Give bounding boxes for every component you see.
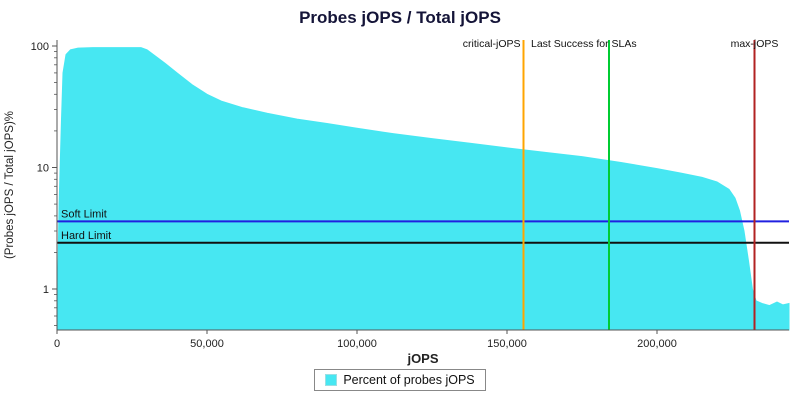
x-axis-title: jOPS — [406, 351, 438, 366]
y-tick-label: 1 — [43, 284, 49, 296]
series-area-percent-of-probes-jops — [56, 47, 790, 331]
limit-label-soft-limit: Soft Limit — [61, 208, 107, 220]
x-tick-label: 200,000 — [637, 338, 677, 350]
marker-label-last-success-for-slas: Last Success for SLAs — [531, 38, 637, 50]
legend-box: Percent of probes jOPS — [314, 369, 486, 391]
limit-label-hard-limit: Hard Limit — [61, 230, 111, 242]
chart-svg: Soft Limit Hard Limit critical-jOPS Last Su… — [4, 38, 790, 366]
x-tick-label: 100,000 — [337, 338, 377, 350]
chart-canvas: Soft Limit Hard Limit critical-jOPS Last Su… — [0, 30, 800, 368]
legend: Percent of probes jOPS — [0, 369, 800, 391]
x-tick-label: 50,000 — [190, 338, 224, 350]
marker-lines: critical-jOPS Last Success for SLAs max-jO… — [463, 38, 779, 330]
y-axis: 1 10 100 (Probes jOPS / Total jOPS)% — [4, 40, 58, 330]
marker-label-critical-jops: critical-jOPS — [463, 38, 521, 50]
y-axis-title: (Probes jOPS / Total jOPS)% — [4, 111, 16, 259]
marker-label-max-jops: max-jOPS — [731, 38, 779, 50]
x-tick-label: 0 — [54, 338, 60, 350]
chart-title: Probes jOPS / Total jOPS — [299, 8, 501, 27]
y-tick-label: 10 — [37, 163, 49, 175]
limit-lines: Soft Limit Hard Limit — [57, 208, 789, 244]
legend-label: Percent of probes jOPS — [343, 373, 475, 387]
x-axis: 0 50,000 100,000 150,000 200,000 jOPS — [54, 329, 789, 366]
x-tick-label: 150,000 — [487, 338, 527, 350]
legend-swatch-icon — [325, 374, 338, 386]
y-tick-label: 100 — [31, 41, 49, 53]
